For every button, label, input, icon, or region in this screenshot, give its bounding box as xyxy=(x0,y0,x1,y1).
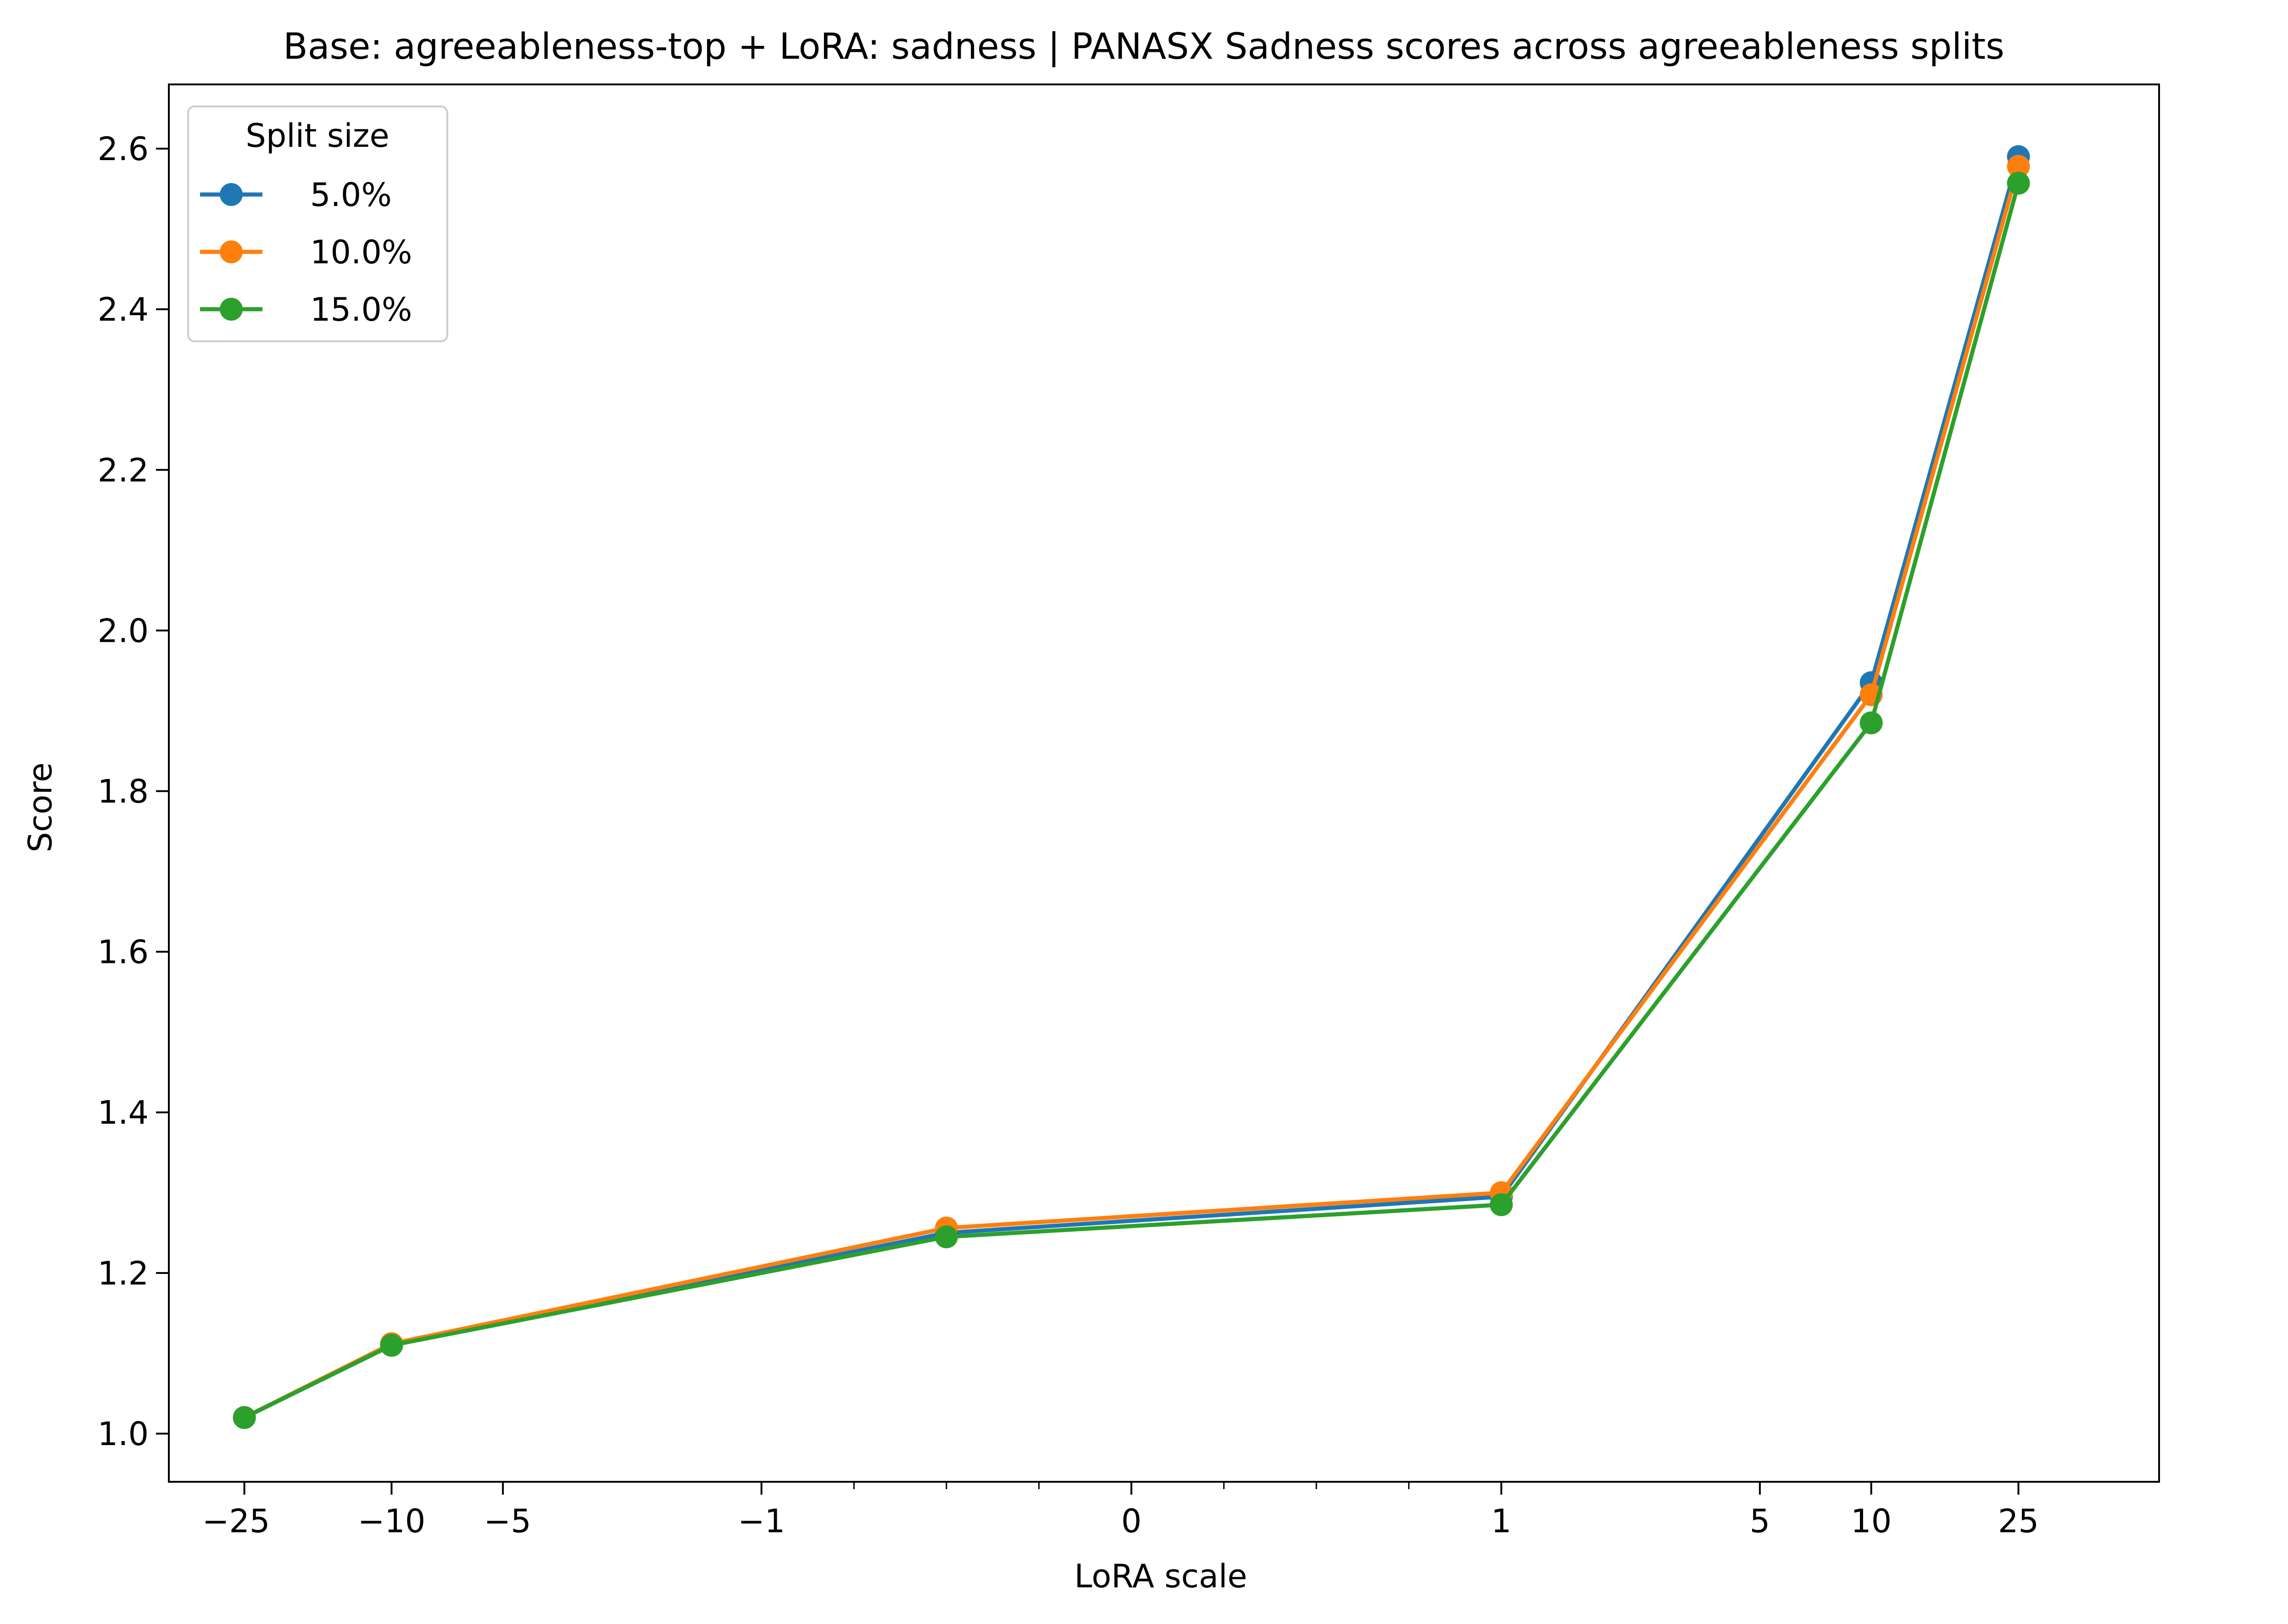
y-axis-label: Score xyxy=(22,762,59,852)
legend-title: Split size xyxy=(245,117,389,155)
plot-area: −25 −10 −5 −1 0 1 5 10 25 1.01.21.41.61.82.02.22… xyxy=(98,83,2160,1540)
axes-frame xyxy=(168,83,2160,1483)
y-tick-label: 2.0 xyxy=(98,612,149,650)
legend-marker xyxy=(220,240,243,263)
x-axis: −25 −10 −5 −1 0 1 5 10 25 xyxy=(202,1482,2039,1540)
legend-marker xyxy=(220,183,243,206)
x-axis-label: LoRA scale xyxy=(1074,1557,1247,1595)
legend-label: 10.0% xyxy=(310,234,412,271)
y-tick-label: 1.2 xyxy=(98,1255,149,1292)
x-tick-label: −1 xyxy=(738,1502,785,1540)
legend-items: 5.0% 10.0% 15.0% xyxy=(200,176,412,328)
x-tick-label: 25 xyxy=(1998,1502,2039,1540)
data-point xyxy=(233,1406,256,1429)
x-tick-label: −25 xyxy=(202,1502,270,1540)
legend-label: 15.0% xyxy=(310,291,412,328)
series-line xyxy=(243,183,2021,1419)
x-tick-label: −5 xyxy=(484,1502,531,1540)
data-point xyxy=(1859,711,1883,734)
chart-title: Base: agreeableness-top + LoRA: sadness … xyxy=(283,26,2004,67)
x-tick-label: 10 xyxy=(1851,1502,1892,1540)
legend-entry: 10.0% xyxy=(200,234,412,271)
data-point xyxy=(935,1225,958,1249)
x-tick-label: 5 xyxy=(1750,1502,1770,1540)
data-point xyxy=(2007,155,2030,178)
y-axis: 1.0 1.2 1.4 1.6 1.8 2.0 2.2 2.4 2.6 xyxy=(98,130,169,1453)
x-tick-label: 1 xyxy=(1491,1502,1512,1540)
legend-box xyxy=(187,106,448,342)
legend-entry: 5.0% xyxy=(200,176,392,214)
y-tick-label: 1.4 xyxy=(98,1094,149,1132)
data-point xyxy=(380,1334,403,1357)
legend-marker xyxy=(220,298,243,321)
x-tick-label: −10 xyxy=(358,1502,426,1540)
x-tick-label: 0 xyxy=(1121,1502,1142,1540)
y-tick-label: 2.6 xyxy=(98,130,149,168)
y-tick-label: 1.0 xyxy=(98,1415,149,1453)
legend-label: 5.0% xyxy=(310,176,392,214)
y-tick-label: 1.8 xyxy=(98,773,149,811)
data-point xyxy=(1490,1193,1513,1217)
y-tick-label: 1.6 xyxy=(98,934,149,971)
data-point xyxy=(2007,172,2030,195)
legend: Split size 5.0% 10.0% 15.0% xyxy=(187,106,448,342)
y-tick-label: 2.4 xyxy=(98,291,149,328)
series-layer xyxy=(233,145,2030,1429)
series-150 xyxy=(233,172,2030,1429)
legend-entry: 15.0% xyxy=(200,291,412,328)
y-tick-label: 2.2 xyxy=(98,451,149,489)
